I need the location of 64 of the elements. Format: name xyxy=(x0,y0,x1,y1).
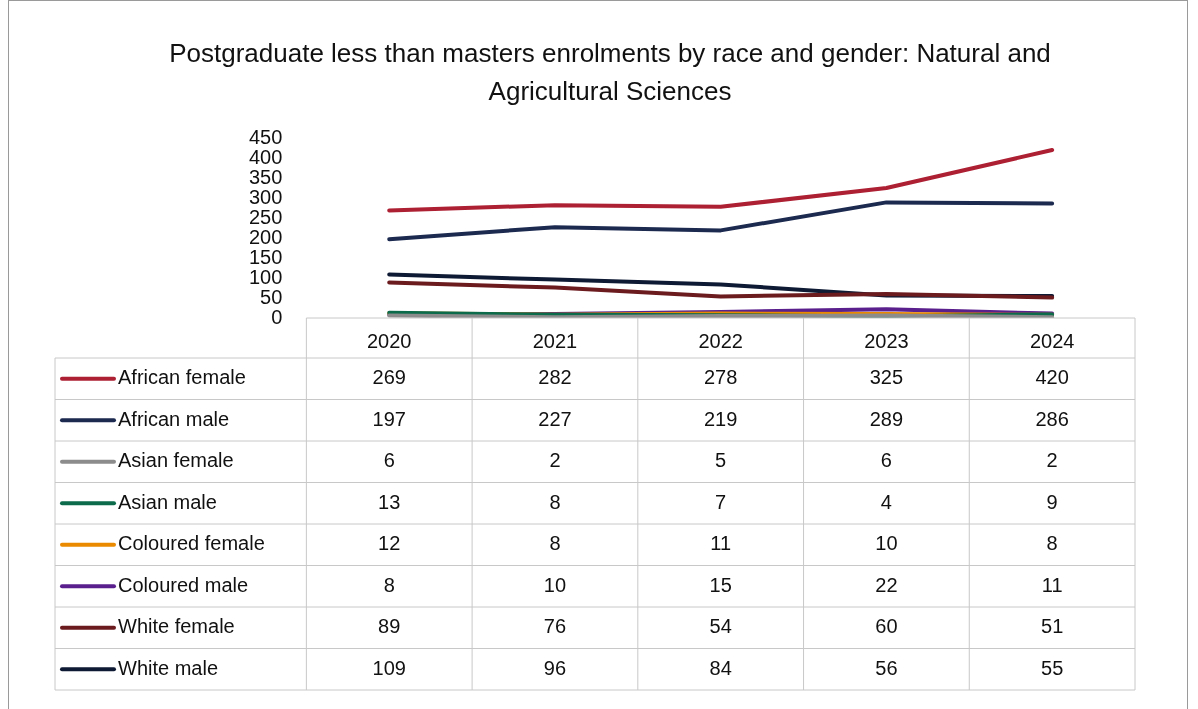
y-tick-label: 350 xyxy=(248,165,283,188)
data-label: 76 xyxy=(543,615,567,638)
data-label: 56 xyxy=(875,656,898,679)
legend-label: African female xyxy=(118,366,246,389)
data-label: 8 xyxy=(383,573,395,596)
data-label: 15 xyxy=(709,573,732,596)
data-label: 9 xyxy=(1046,490,1058,513)
data-label: 89 xyxy=(378,615,401,638)
data-label: 289 xyxy=(869,407,904,430)
y-tick-label: 200 xyxy=(248,225,283,248)
data-label: 219 xyxy=(704,407,738,430)
legend-label: White female xyxy=(118,615,235,638)
data-label: 6 xyxy=(880,449,892,472)
data-label: 8 xyxy=(1046,532,1058,555)
legend-label: Coloured male xyxy=(118,573,249,596)
data-label: 13 xyxy=(378,490,401,513)
y-tick-label: 150 xyxy=(248,245,283,268)
data-label: 420 xyxy=(1035,366,1069,389)
data-label: 282 xyxy=(538,366,572,389)
data-label: 325 xyxy=(869,366,904,389)
data-label: 55 xyxy=(1041,656,1064,679)
x-tick-label: 2023 xyxy=(864,329,909,352)
data-label: 11 xyxy=(710,532,732,555)
data-label: 269 xyxy=(372,366,406,389)
x-tick-label: 2022 xyxy=(698,329,743,352)
data-label: 60 xyxy=(875,615,898,638)
data-label: 7 xyxy=(715,490,727,513)
data-label: 2 xyxy=(549,449,561,472)
y-tick-label: 250 xyxy=(248,205,283,228)
y-tick-label: 100 xyxy=(248,265,283,288)
y-tick-label: 50 xyxy=(260,285,283,308)
data-label: 4 xyxy=(880,490,892,513)
x-tick-label: 2021 xyxy=(532,329,578,352)
data-label: 286 xyxy=(1035,407,1069,430)
data-label: 6 xyxy=(383,449,395,472)
y-tick-label: 300 xyxy=(248,185,283,208)
data-label: 227 xyxy=(538,407,572,430)
legend-label: African male xyxy=(118,407,230,430)
x-tick-label: 2024 xyxy=(1029,329,1075,352)
data-label: 2 xyxy=(1046,449,1058,472)
chart-title: Postgraduate less than masters enrolments by race and gender: Natural and Agricultural Sciences xyxy=(168,37,1052,108)
y-tick-label: 0 xyxy=(271,305,283,328)
data-label: 8 xyxy=(549,490,561,513)
data-label: 96 xyxy=(543,656,567,679)
data-label: 10 xyxy=(543,573,567,596)
legend-label: Asian male xyxy=(118,490,217,513)
data-label: 109 xyxy=(372,656,406,679)
data-label: 22 xyxy=(875,573,898,596)
data-label: 5 xyxy=(715,449,727,472)
data-label: 12 xyxy=(378,532,401,555)
legend-label: White male xyxy=(118,656,219,679)
x-tick-label: 2020 xyxy=(366,329,412,352)
data-label: 54 xyxy=(709,615,732,638)
data-label: 11 xyxy=(1041,573,1063,596)
data-label: 84 xyxy=(709,656,732,679)
data-label: 10 xyxy=(875,532,898,555)
data-label: 197 xyxy=(372,407,406,430)
y-tick-label: 400 xyxy=(248,145,283,168)
data-label: 278 xyxy=(704,366,738,389)
y-tick-label: 450 xyxy=(248,125,283,148)
data-label: 8 xyxy=(549,532,561,555)
legend-label: Asian female xyxy=(118,449,234,472)
data-label: 51 xyxy=(1041,615,1064,638)
legend-label: Coloured female xyxy=(118,532,265,555)
